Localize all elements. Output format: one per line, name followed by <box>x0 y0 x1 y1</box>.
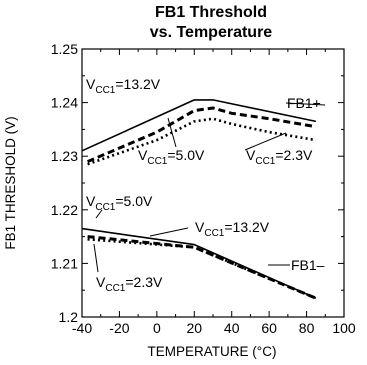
leader-fb1plus <box>285 102 326 106</box>
x-tick-label: 0 <box>153 320 161 336</box>
annotation-leaders <box>93 102 326 273</box>
x-tick-label: 100 <box>332 320 356 336</box>
x-axis-label: TEMPERATURE (°C) <box>148 344 277 359</box>
series-line-2 <box>87 117 317 166</box>
tick-labels: -40 -20 0 20 40 60 80 100 1.2 1.21 1.22 1.23 1.24 1.2… <box>51 41 356 336</box>
y-tick-label: 1.22 <box>51 202 78 218</box>
annotation-bot-2v: VCC1=2.3V <box>96 274 163 294</box>
x-tick-label: 80 <box>299 320 315 336</box>
annotations: VCC1=13.2V VCC1=5.0V VCC1=2.3V FB1+ VCC1… <box>86 76 325 294</box>
annotation-bot-13v: VCC1=13.2V <box>195 219 270 239</box>
y-tick-label: 1.24 <box>51 95 78 111</box>
leader-top-5v <box>167 117 177 148</box>
x-tick-label: -40 <box>72 320 92 336</box>
y-tick-label: 1.23 <box>51 148 78 164</box>
leader-bot-2v <box>93 243 99 273</box>
leader-bot-5v <box>95 209 103 219</box>
x-tick-label: 60 <box>261 320 277 336</box>
chart-title-line-2: vs. Temperature <box>150 24 273 41</box>
annotation-fb1minus: FB1– <box>291 257 325 273</box>
annotation-top-2v: VCC1=2.3V <box>246 147 313 167</box>
series-line-3 <box>81 227 317 299</box>
annotation-top-5v: VCC1=5.0V <box>138 147 205 167</box>
series-line-4 <box>87 235 317 300</box>
y-tick-label: 1.2 <box>59 309 79 325</box>
y-tick-label: 1.21 <box>51 255 78 271</box>
annotation-bot-5v: VCC1=5.0V <box>86 193 153 213</box>
series-line-0 <box>81 99 317 152</box>
annotation-fb1plus: FB1+ <box>287 95 321 111</box>
annotation-top-13v: VCC1=13.2V <box>86 76 161 96</box>
ticks <box>81 48 345 318</box>
y-tick-label: 1.25 <box>51 41 78 57</box>
x-tick-label: -20 <box>109 320 129 336</box>
series-line-1 <box>87 106 317 163</box>
chart-title-line-1: FB1 Threshold <box>155 4 267 21</box>
y-axis-label: FB1 THRESHOLD (V) <box>3 116 18 249</box>
series-group <box>81 99 317 300</box>
x-tick-label: 20 <box>186 320 202 336</box>
leader-top-2v <box>244 132 287 151</box>
x-tick-label: 40 <box>224 320 240 336</box>
leader-bot-13v <box>149 227 189 237</box>
